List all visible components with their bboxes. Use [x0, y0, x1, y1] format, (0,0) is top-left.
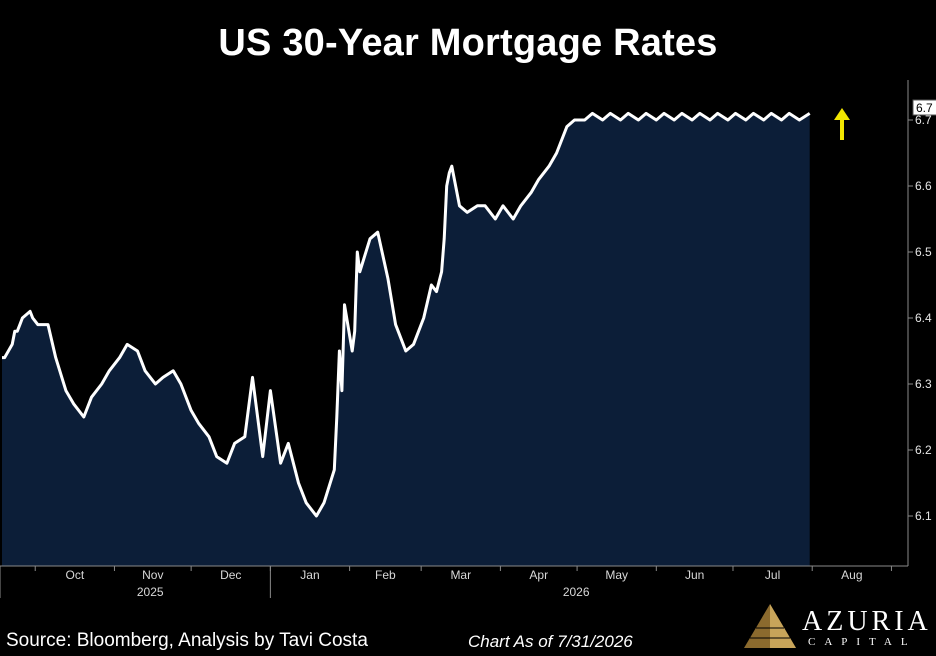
last-value-box [912, 99, 936, 116]
logo-subtitle: CAPITAL [808, 636, 917, 648]
series-line [2, 111, 811, 518]
y-tick-label: 6.7 [915, 113, 932, 127]
x-month-label: Dec [220, 568, 241, 582]
azuria-logo: AZURIA CAPITAL [742, 600, 932, 650]
x-month-label: Aug [841, 568, 862, 582]
last-value-label: 6.7 [916, 101, 933, 115]
x-month-label: Oct [66, 568, 85, 582]
y-tick-label: 6.1 [915, 509, 932, 523]
source-note: Source: Bloomberg, Analysis by Tavi Cost… [6, 630, 368, 651]
x-year-label: 2026 [563, 585, 590, 599]
pyramid-icon [744, 604, 796, 648]
y-tick-label: 6.3 [915, 377, 932, 391]
x-month-label: Feb [375, 568, 396, 582]
x-month-label: Jan [300, 568, 319, 582]
x-month-label: Nov [142, 568, 163, 582]
x-month-label: Jun [685, 568, 704, 582]
chart-title: US 30-Year Mortgage Rates [218, 22, 718, 64]
arrow-head [834, 108, 850, 120]
y-tick-label: 6.2 [915, 443, 932, 457]
logo-name: AZURIA [802, 606, 932, 637]
y-tick-label: 6.4 [915, 311, 932, 325]
as-of-note: Chart As of 7/31/2026 [468, 632, 633, 651]
y-tick-label: 6.5 [915, 245, 932, 259]
up-arrow-icon [834, 108, 850, 140]
y-tick-label: 6.6 [915, 179, 932, 193]
x-month-label: Jul [765, 568, 780, 582]
series-area [2, 113, 810, 567]
x-month-label: Apr [529, 568, 548, 582]
x-month-label: Mar [450, 568, 471, 582]
x-year-label: 2025 [137, 585, 164, 599]
x-month-label: May [605, 568, 628, 582]
